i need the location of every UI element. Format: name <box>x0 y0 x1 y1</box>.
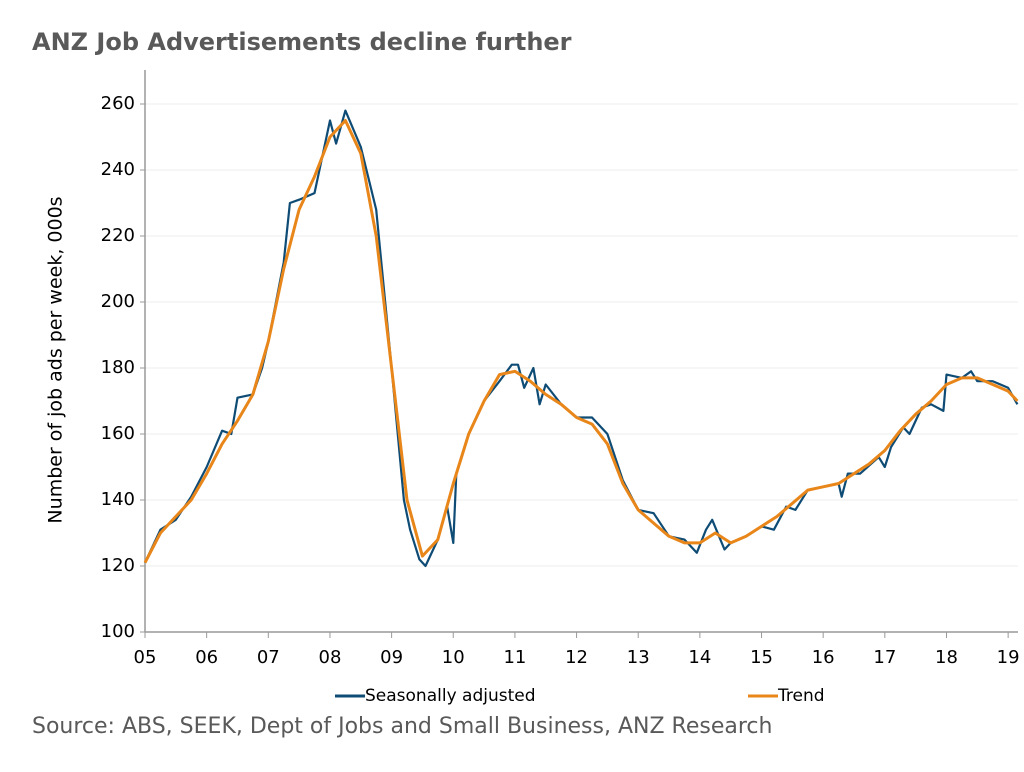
x-tick-label: 19 <box>997 647 1020 668</box>
y-tick-label: 240 <box>101 159 135 180</box>
x-tick-label: 10 <box>442 647 465 668</box>
x-tick-label: 09 <box>380 647 403 668</box>
y-tick-label: 100 <box>101 621 135 642</box>
y-tick-label: 140 <box>101 489 135 510</box>
source-note: Source: ABS, SEEK, Dept of Jobs and Smal… <box>32 714 772 739</box>
x-tick-label: 16 <box>812 647 835 668</box>
y-tick-label: 220 <box>101 225 135 246</box>
data-line <box>144 109 1019 568</box>
legend-label: Trend <box>777 686 825 706</box>
x-tick-label: 05 <box>134 647 157 668</box>
y-tick-label: 160 <box>101 423 135 444</box>
x-tick-label: 11 <box>503 647 526 668</box>
x-tick-label: 14 <box>688 647 711 668</box>
y-tick-label: 120 <box>101 555 135 576</box>
x-tick-label: 13 <box>627 647 650 668</box>
data-line <box>143 119 1019 564</box>
x-tick-label: 17 <box>873 647 896 668</box>
y-tick-label: 260 <box>101 93 135 114</box>
x-tick-label: 06 <box>195 647 218 668</box>
y-axis-label: Number of job ads per week, 000s <box>45 196 67 523</box>
x-tick-label: 07 <box>257 647 280 668</box>
legend-label: Seasonally adjusted <box>365 686 536 706</box>
x-tick-label: 18 <box>935 647 958 668</box>
x-tick-label: 08 <box>319 647 342 668</box>
x-tick-label: 12 <box>565 647 588 668</box>
chart-title: ANZ Job Advertisements decline further <box>32 28 572 56</box>
y-tick-label: 200 <box>101 291 135 312</box>
y-tick-label: 180 <box>101 357 135 378</box>
x-tick-label: 15 <box>750 647 773 668</box>
